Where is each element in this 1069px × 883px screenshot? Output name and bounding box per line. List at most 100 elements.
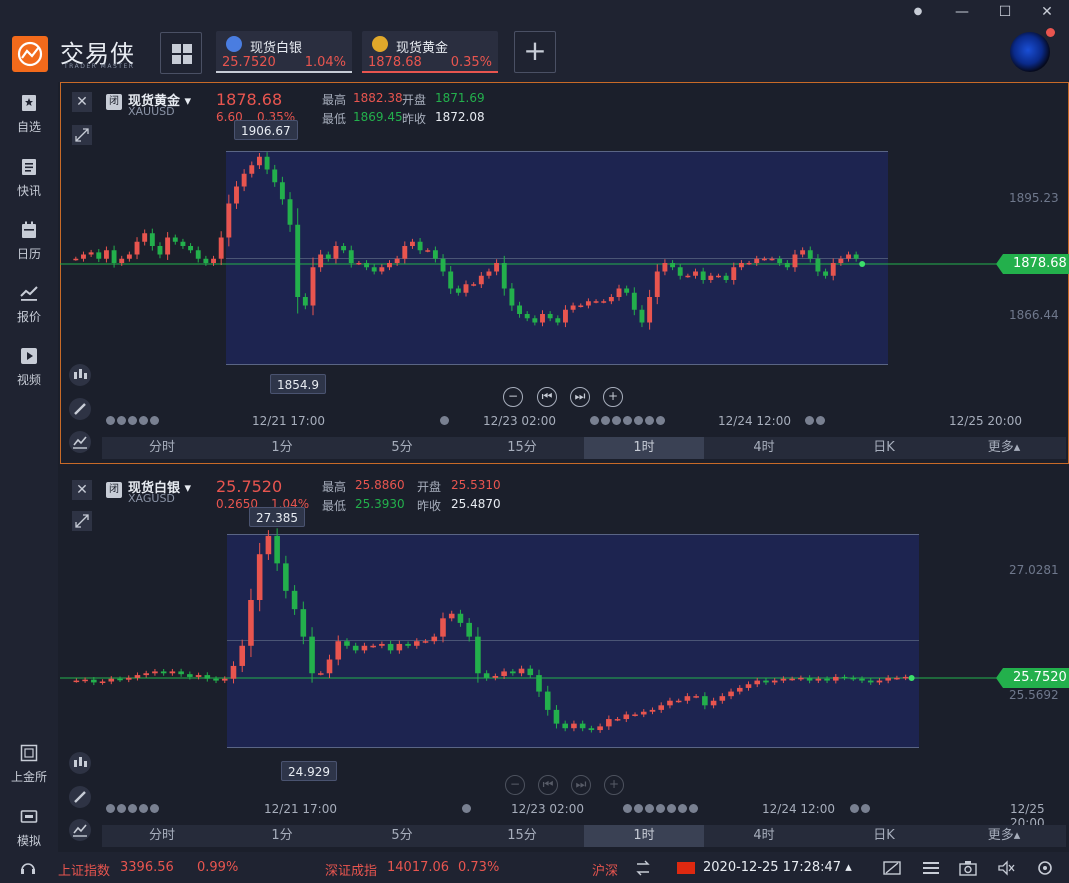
sidebar-item-video[interactable]: 视频 (0, 347, 58, 397)
scroll-end-button[interactable]: ⏭ (570, 387, 590, 407)
draw-button[interactable] (69, 398, 91, 420)
minimize-button[interactable]: — (955, 4, 969, 20)
candle-body (283, 563, 289, 591)
candle (471, 282, 477, 287)
more-timeframes-button[interactable]: 更多▴ (987, 828, 1021, 843)
close-panel-button[interactable]: ✕ (72, 480, 92, 500)
mute-icon[interactable] (997, 860, 1015, 876)
timeframe-tab[interactable]: 日K (873, 828, 895, 843)
candle-body (230, 665, 237, 679)
headset-icon[interactable] (19, 860, 37, 876)
settings-gear-icon[interactable] (1036, 860, 1054, 876)
candle (624, 285, 630, 296)
candle-body (662, 263, 668, 272)
sidebar-item-news[interactable]: 快讯 (0, 158, 58, 208)
timeframe-tab[interactable]: 4时 (753, 828, 775, 843)
max-price-tag: 27.385 (249, 507, 305, 527)
timeframe-tab[interactable]: 1分 (271, 440, 293, 455)
candle-body (272, 169, 278, 183)
candle (588, 725, 595, 733)
zoom-out-button[interactable]: − (505, 775, 525, 795)
line-chart-button[interactable] (69, 819, 91, 841)
screen-icon[interactable] (883, 860, 901, 876)
sidebar-item-quotes[interactable]: 报价 (0, 284, 58, 334)
sidebar-item-simulate[interactable]: 模拟 (0, 808, 58, 858)
prev-close-label: 昨收 (417, 499, 442, 513)
scroll-end-button[interactable]: ⏭ (571, 775, 591, 795)
candle-body (142, 233, 148, 242)
timeframe-tab[interactable]: 日K (873, 440, 895, 455)
menu-icon[interactable] (922, 860, 940, 876)
layout-grid-button[interactable] (160, 32, 202, 74)
timeframe-tab-active[interactable]: 1时 (584, 825, 704, 847)
candle-body (510, 671, 516, 674)
timeframe-tab[interactable]: 15分 (507, 440, 537, 455)
close-button[interactable]: ✕ (1041, 4, 1053, 20)
more-timeframes-button[interactable]: 更多▴ (987, 440, 1021, 455)
market-switch[interactable]: 沪深 (592, 864, 619, 879)
zoom-in-button[interactable]: + (604, 775, 624, 795)
sidebar-item-calendar[interactable]: 日历 (0, 221, 58, 271)
timeframe-tab[interactable]: 分时 (148, 440, 175, 455)
timeframe-tab[interactable]: 4时 (753, 440, 775, 455)
plot-area (227, 534, 919, 748)
candle-body (746, 263, 752, 265)
candle (379, 264, 385, 275)
scroll-start-button[interactable]: ⏮ (537, 387, 557, 407)
candle-body (553, 709, 560, 724)
indicator-button[interactable] (69, 752, 91, 774)
camera-icon[interactable] (959, 860, 977, 876)
timeframe-tab[interactable]: 15分 (507, 828, 537, 843)
timeframe-tab-active[interactable]: 1时 (584, 437, 704, 459)
candle (234, 181, 239, 209)
candle-body (440, 258, 446, 272)
candle-body (823, 271, 829, 276)
draw-button[interactable] (69, 786, 91, 808)
candle (149, 228, 155, 251)
candle (165, 232, 171, 260)
candle-body (221, 678, 228, 681)
candle-body (527, 668, 534, 676)
candle-body (370, 645, 376, 648)
candle-body (597, 726, 603, 731)
zoom-in-button[interactable]: + (603, 387, 623, 407)
settings-icon[interactable]: ● (913, 6, 923, 17)
candle (457, 609, 464, 627)
candle (180, 238, 186, 249)
symbol-selector[interactable]: 现货黄金 ▾ (128, 94, 192, 109)
switch-icon[interactable] (634, 860, 652, 876)
expand-button[interactable] (72, 125, 92, 145)
open-value: 25.5310 (451, 478, 501, 492)
timeframe-tab[interactable]: 分时 (148, 828, 175, 843)
symbol-selector[interactable]: 现货白银 ▾ (128, 481, 192, 496)
zoom-out-button[interactable]: − (503, 387, 523, 407)
avatar[interactable] (1010, 32, 1050, 72)
pencil-icon (74, 403, 86, 415)
candle-body (501, 671, 507, 677)
status-bar: 上证指数 3396.56 0.99% 深证成指 14017.06 0.73% 沪… (0, 852, 1069, 883)
scroll-start-button[interactable]: ⏮ (538, 775, 558, 795)
index-pct: 0.73% (458, 860, 500, 875)
timeframe-tab[interactable]: 5分 (391, 440, 413, 455)
line-chart-button[interactable] (69, 431, 91, 453)
sidebar-item-sge[interactable]: 上金所 (0, 744, 58, 794)
expand-button[interactable] (72, 511, 92, 531)
candles-icon (74, 757, 87, 767)
close-panel-button[interactable]: ✕ (72, 92, 92, 112)
candle (370, 643, 376, 648)
timeframe-tab[interactable]: 5分 (391, 828, 413, 843)
sidebar-item-watchlist[interactable]: 自选 (0, 94, 58, 144)
add-quote-button[interactable]: + (514, 31, 556, 73)
candle-body (325, 254, 331, 259)
candle (134, 672, 141, 681)
candle-body (675, 700, 682, 703)
candle (143, 670, 149, 678)
indicator-button[interactable] (69, 364, 91, 386)
timeframe-tab[interactable]: 1分 (271, 828, 293, 843)
candle (283, 555, 289, 599)
candle (850, 675, 857, 682)
maximize-button[interactable]: ☐ (998, 4, 1012, 20)
sidebar: 自选 快讯 日历 报价 视频 上金所 模拟 (0, 82, 58, 852)
quote-tab-silver[interactable]: 现货白银 25.7520 1.04% (216, 31, 352, 73)
quote-tab-gold[interactable]: 现货黄金 1878.68 0.35% (362, 31, 498, 73)
